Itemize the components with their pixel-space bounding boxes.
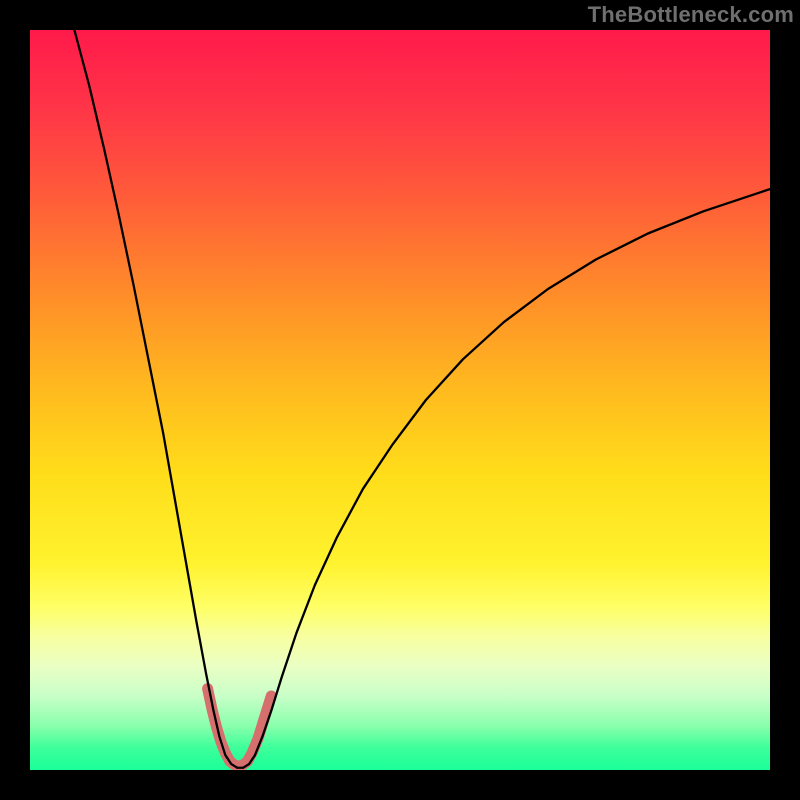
watermark-text: TheBottleneck.com [588,2,794,28]
plot-svg [30,30,770,770]
chart-frame: TheBottleneck.com [0,0,800,800]
plot-background [30,30,770,770]
plot-area [30,30,770,770]
